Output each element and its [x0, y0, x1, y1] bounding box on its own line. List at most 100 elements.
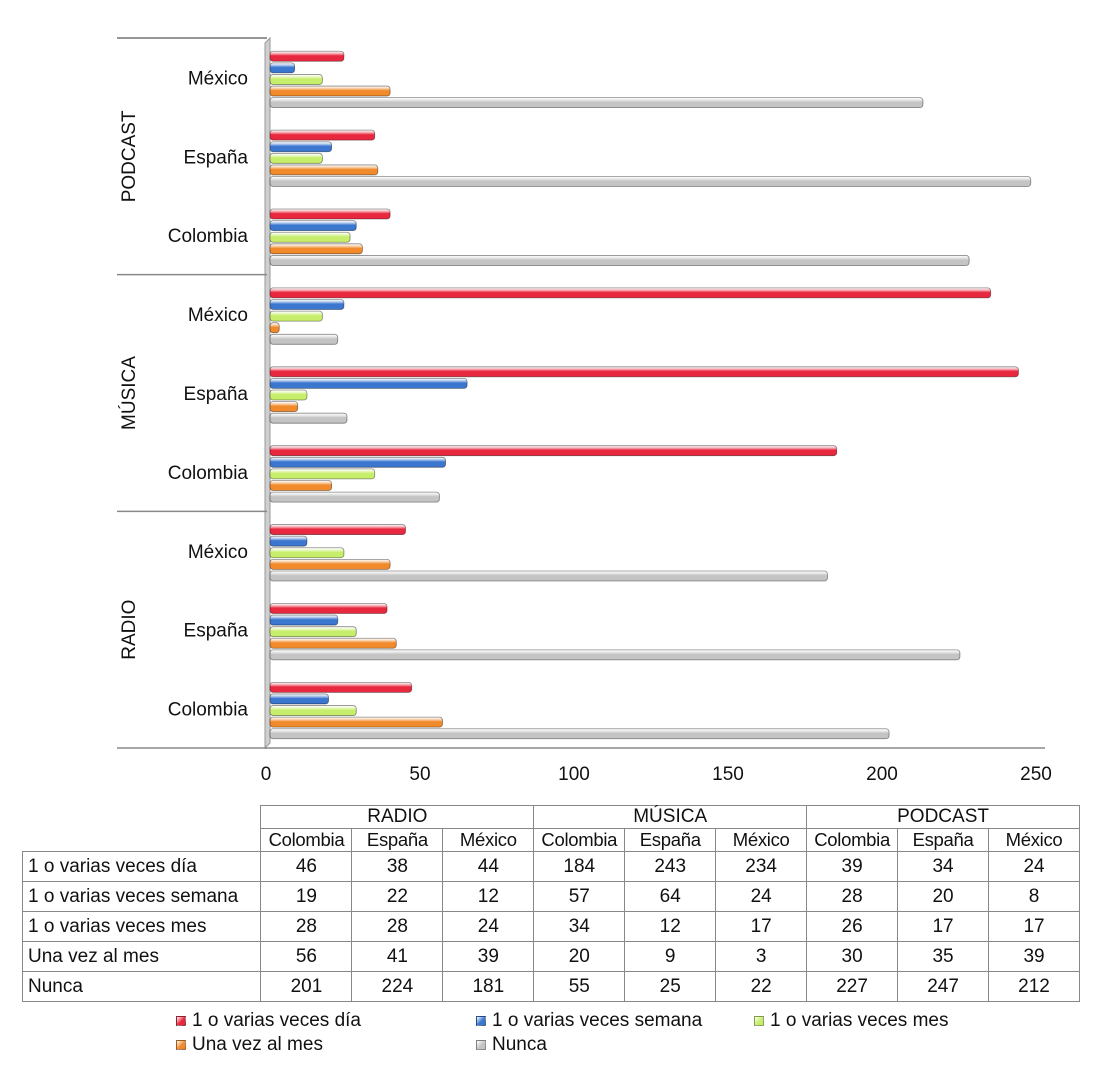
- bar: [269, 614, 339, 626]
- x-tick-label: 200: [866, 764, 898, 785]
- bar: [269, 243, 363, 255]
- bar: [269, 570, 828, 582]
- bar: [269, 322, 280, 334]
- table-cell: 28: [351, 911, 444, 942]
- bar-chart: RADIO Colombia España México MÚSICA Colombia E…: [117, 36, 1052, 785]
- category-label: Colombia: [168, 700, 249, 721]
- table-cell: 22: [715, 971, 808, 1002]
- table-cell: 22: [351, 881, 444, 912]
- data-table: RADIO MÚSICA PODCAST Colombia España México Co…: [21, 805, 1080, 1002]
- table-cell: 56: [260, 941, 353, 972]
- table-column-header: México: [988, 828, 1080, 852]
- table-cell: 64: [624, 881, 717, 912]
- table-column-header: España: [624, 828, 717, 852]
- x-tick-label: 0: [261, 764, 272, 785]
- category-label: España: [184, 147, 249, 168]
- bar: [269, 74, 323, 85]
- table-cell: 39: [806, 851, 899, 882]
- bar: [269, 401, 299, 413]
- bar: [269, 333, 339, 345]
- bar: [269, 456, 446, 468]
- legend-item: Una vez al mes: [176, 1034, 323, 1056]
- legend-swatch: [476, 1016, 486, 1026]
- category-label: Colombia: [168, 226, 249, 247]
- group-label: MÚSICA: [118, 356, 140, 430]
- bar: [269, 480, 332, 491]
- table-group-header: PODCAST: [806, 805, 1080, 829]
- table-cell: 41: [351, 941, 444, 972]
- category-label: España: [184, 384, 249, 405]
- table-row-label: 1 o varias veces mes: [21, 911, 262, 942]
- bar: [269, 62, 296, 74]
- x-tick-label: 50: [409, 764, 430, 785]
- bar: [269, 255, 970, 266]
- table-column-header: Colombia: [806, 828, 899, 852]
- table-cell: 19: [260, 881, 353, 912]
- legend-item: 1 o varias veces mes: [754, 1010, 948, 1032]
- x-tick-label: 100: [558, 764, 590, 785]
- table-cell: 44: [442, 851, 535, 882]
- bar: [269, 649, 961, 661]
- legend-label: 1 o varias veces mes: [770, 1010, 949, 1031]
- legend-item: 1 o varias veces semana: [476, 1010, 702, 1032]
- legend-label: Nunca: [492, 1034, 547, 1055]
- bar: [269, 220, 357, 232]
- table-cell: 181: [442, 971, 535, 1002]
- bar: [269, 164, 379, 176]
- bar: [269, 716, 443, 728]
- table-cell: 17: [715, 911, 808, 942]
- bar: [269, 231, 351, 243]
- legend-swatch: [176, 1040, 186, 1050]
- table-row: 1 o varias veces mes 28 28 24 34 12 17 26 17 17: [21, 911, 1080, 942]
- table-cell: 243: [624, 851, 717, 882]
- category-label: Colombia: [168, 463, 249, 484]
- bar: [269, 603, 388, 614]
- table-cell: 212: [988, 971, 1080, 1002]
- category-label: México: [188, 305, 248, 326]
- table-column-header: México: [715, 828, 808, 852]
- table-cell: 224: [351, 971, 444, 1002]
- table-column-header: España: [897, 828, 990, 852]
- legend-swatch: [476, 1040, 486, 1050]
- bar: [269, 129, 376, 141]
- bar: [269, 445, 838, 457]
- bar: [269, 637, 397, 649]
- table-column-header: México: [442, 828, 535, 852]
- bar: [269, 693, 329, 705]
- legend-label: 1 o varias veces día: [192, 1010, 361, 1031]
- table-cell: 38: [351, 851, 444, 882]
- table-cell: 201: [260, 971, 353, 1002]
- bar: [269, 208, 391, 220]
- table-cell: 24: [442, 911, 535, 942]
- table-cell: 3: [715, 941, 808, 972]
- bar: [269, 728, 890, 740]
- table-cell: 17: [988, 911, 1080, 942]
- table-cell: 34: [897, 851, 990, 882]
- table-cell: 24: [715, 881, 808, 912]
- table-row-label: Nunca: [21, 971, 262, 1002]
- bar: [269, 299, 345, 310]
- legend-swatch: [176, 1016, 186, 1026]
- table-cell: 57: [533, 881, 626, 912]
- bar: [269, 85, 391, 97]
- bar: [269, 681, 413, 693]
- bar: [269, 468, 376, 480]
- table-cell: 26: [806, 911, 899, 942]
- table-cell: 55: [533, 971, 626, 1002]
- table-column-header: Colombia: [533, 828, 626, 852]
- table-cell: 20: [533, 941, 626, 972]
- category-label: México: [188, 68, 248, 89]
- legend-label: 1 o varias veces semana: [492, 1010, 703, 1031]
- table-column-header: España: [351, 828, 444, 852]
- table-cell: 34: [533, 911, 626, 942]
- table-cell: 9: [624, 941, 717, 972]
- legend-label: Una vez al mes: [192, 1034, 323, 1055]
- category-label: España: [184, 621, 249, 642]
- table-row: 1 o varias veces semana 19 22 12 57 64 24 28 20 8: [21, 881, 1080, 912]
- table-cell: 12: [624, 911, 717, 942]
- table-row: 1 o varias veces día 46 38 44 184 243 234 39 34 2…: [21, 851, 1080, 882]
- bar: [269, 705, 357, 716]
- table-cell: 35: [897, 941, 990, 972]
- table-group-header: MÚSICA: [533, 805, 808, 829]
- table-cell: 25: [624, 971, 717, 1002]
